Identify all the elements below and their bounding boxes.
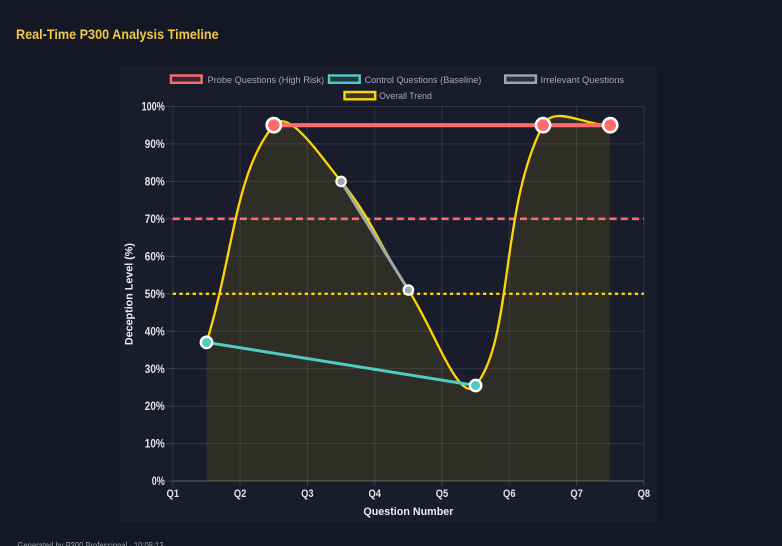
svg-text:70%: 70%: [145, 214, 165, 226]
svg-text:80%: 80%: [145, 177, 165, 189]
svg-text:Overall Trend: Overall Trend: [379, 91, 432, 101]
svg-text:Q6: Q6: [503, 488, 516, 500]
svg-text:Q1: Q1: [167, 488, 180, 500]
svg-text:40%: 40%: [145, 326, 165, 338]
svg-text:Deception Level (%): Deception Level (%): [124, 243, 136, 345]
svg-text:Irrelevant Questions: Irrelevant Questions: [541, 75, 625, 85]
svg-text:Q7: Q7: [570, 488, 583, 500]
svg-text:90%: 90%: [145, 139, 165, 151]
svg-text:Q3: Q3: [301, 488, 314, 500]
svg-text:Q4: Q4: [368, 488, 381, 500]
svg-text:Q2: Q2: [234, 488, 247, 500]
svg-text:10%: 10%: [145, 439, 165, 451]
svg-text:0%: 0%: [152, 476, 165, 488]
svg-text:Q5: Q5: [436, 488, 449, 500]
svg-text:30%: 30%: [145, 364, 165, 376]
svg-text:Real-Time P300 Analysis Timeli: Real-Time P300 Analysis Timeline: [16, 26, 219, 42]
svg-text:60%: 60%: [145, 251, 165, 263]
svg-text:100%: 100%: [142, 102, 165, 114]
svg-text:Question Number: Question Number: [363, 506, 454, 518]
svg-text:Control Questions (Baseline): Control Questions (Baseline): [365, 75, 482, 85]
svg-text:50%: 50%: [145, 289, 165, 301]
svg-text:Probe Questions (High Risk): Probe Questions (High Risk): [208, 75, 325, 85]
svg-text:Generated by P300 Professional: Generated by P300 Professional - 10:05:1…: [18, 541, 164, 546]
svg-text:Q8: Q8: [638, 488, 651, 500]
svg-text:20%: 20%: [145, 401, 165, 413]
